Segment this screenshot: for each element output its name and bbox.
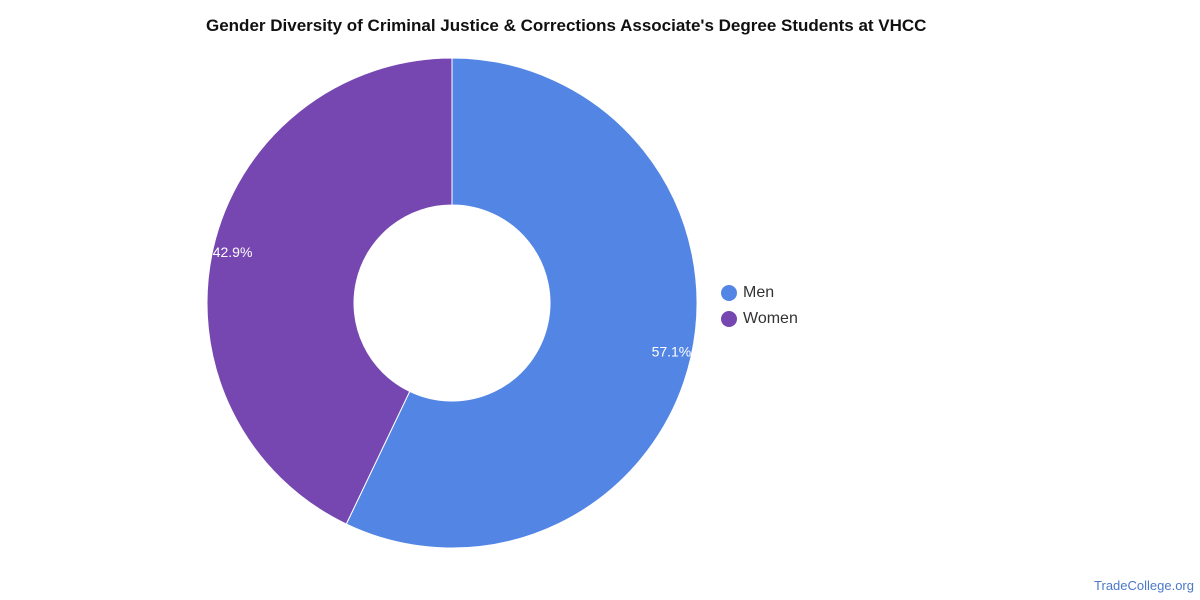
legend: Men Women <box>721 280 798 332</box>
data-label-women: 42.9% <box>213 244 253 260</box>
watermark-link[interactable]: TradeCollege.org <box>1094 578 1194 593</box>
legend-label-men: Men <box>743 284 775 301</box>
pie-slice-women[interactable] <box>206 57 453 525</box>
data-label-men: 57.1% <box>652 343 692 359</box>
legend-swatch-men <box>721 285 737 301</box>
pie-slice-men[interactable] <box>345 57 698 549</box>
legend-label-women: Women <box>743 310 798 327</box>
legend-item-women[interactable]: Women <box>721 306 798 332</box>
legend-swatch-women <box>721 311 737 327</box>
legend-item-men[interactable]: Men <box>721 280 798 306</box>
chart-title: Gender Diversity of Criminal Justice & C… <box>206 16 927 35</box>
